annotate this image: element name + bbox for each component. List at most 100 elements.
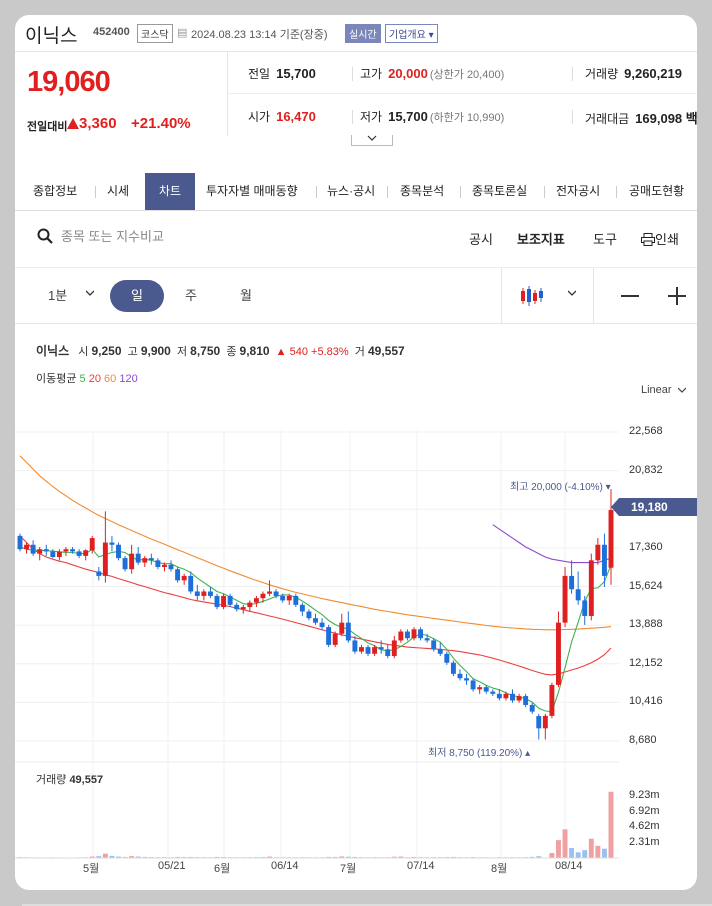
- zoom-out-icon[interactable]: [621, 295, 639, 297]
- chevron-down-icon[interactable]: [568, 289, 576, 297]
- ma60-line: [19, 455, 612, 631]
- candle-body: [240, 607, 246, 610]
- candle-body: [102, 542, 108, 576]
- ma-120: 120: [119, 373, 138, 385]
- candle-body: [194, 591, 200, 596]
- volume-bar: [601, 848, 607, 858]
- stat-label: 전일: [248, 67, 271, 81]
- y-tick-label: 12,152: [629, 656, 663, 669]
- chevron-down-icon[interactable]: [86, 289, 94, 297]
- datetime: 2024.08.23 13:14 기준(장중): [191, 29, 328, 41]
- ma-20: 20: [88, 373, 101, 385]
- realtime-badge[interactable]: 실시간: [345, 24, 381, 43]
- tab-analysis[interactable]: 종목분석: [400, 184, 445, 198]
- candle-body: [345, 622, 351, 641]
- market-badge: 코스닥: [137, 24, 173, 43]
- volume-bar: [135, 856, 141, 858]
- candle-body: [542, 715, 548, 729]
- candle-body: [201, 591, 207, 596]
- candle-body: [575, 589, 581, 601]
- candle-body: [89, 538, 95, 551]
- y-tick-label: 22,568: [629, 425, 663, 437]
- zoom-in-icon-vertical[interactable]: [676, 287, 678, 305]
- y-tick-label: 8,680: [629, 734, 657, 746]
- scale-selector[interactable]: Linear: [641, 384, 687, 396]
- tab-quotes[interactable]: 시세: [107, 184, 130, 198]
- stat-open: 시가 16,470: [248, 108, 316, 125]
- candle-body: [319, 622, 325, 628]
- candle-body: [470, 680, 476, 690]
- candle-chart-icon[interactable]: [520, 284, 546, 308]
- candle-body: [129, 553, 135, 570]
- candle-body: [24, 544, 30, 550]
- stat-value: 15,700: [276, 66, 316, 81]
- y-tick-label: 10,416: [629, 695, 663, 708]
- search-icon[interactable]: [37, 228, 53, 244]
- legend-open-label: 시: [78, 346, 89, 358]
- candle-body: [299, 604, 305, 612]
- volume-tick-label: 6.92m: [629, 804, 660, 817]
- tab-short-selling[interactable]: 공매도현황: [629, 184, 685, 198]
- candle-body: [450, 662, 456, 674]
- draw-tools-button[interactable]: 도구: [593, 232, 617, 247]
- candle-body: [588, 560, 594, 616]
- legend-close: 9,810: [239, 344, 270, 358]
- price-diff: 3,360: [67, 115, 117, 132]
- tab-overview[interactable]: 종합정보: [33, 184, 78, 198]
- diff-label: 전일대비: [27, 121, 68, 133]
- nav-tabs: 종합정보 시세 차트 투자자별 매매동향 뉴스·공시 종목분석 종목토론실 전자…: [15, 173, 697, 211]
- notice-button[interactable]: 공시: [469, 232, 493, 247]
- candle-body: [142, 558, 148, 563]
- indicator-button[interactable]: 보조지표: [517, 232, 565, 247]
- candle-body: [339, 622, 345, 634]
- candle-body: [582, 600, 588, 616]
- divider: [544, 186, 545, 198]
- candle-body: [188, 575, 194, 592]
- period-minute[interactable]: 1분: [48, 288, 68, 303]
- candle-body: [267, 591, 272, 594]
- price-chart[interactable]: [15, 15, 697, 890]
- period-month[interactable]: 월: [240, 288, 252, 303]
- print-button[interactable]: 인쇄: [641, 229, 679, 248]
- volume-bar: [450, 856, 456, 858]
- tab-news[interactable]: 뉴스·공시: [327, 184, 376, 198]
- stat-label: 거래량: [585, 67, 619, 81]
- volume-bar: [569, 847, 575, 858]
- x-tick-label: 8월: [491, 863, 508, 875]
- volume-bar: [549, 852, 555, 858]
- ma5-line: [19, 546, 612, 713]
- expand-button[interactable]: [351, 135, 393, 146]
- up-triangle-icon: ▲: [275, 346, 287, 358]
- candle-body: [30, 544, 36, 554]
- candle-body: [503, 693, 509, 699]
- candle-body: [313, 618, 318, 623]
- stat-label: 시가: [248, 110, 271, 124]
- tab-chart[interactable]: 차트: [145, 173, 195, 210]
- price-summary: 19,060 전일대비 3,360 +21.40%: [15, 52, 228, 136]
- period-day[interactable]: 일: [110, 280, 164, 312]
- candle-body: [247, 602, 253, 608]
- company-overview-button[interactable]: 기업개요 ▾: [385, 24, 438, 43]
- tab-investors[interactable]: 투자자별 매매동향: [206, 184, 298, 198]
- scale-type: Linear: [641, 384, 672, 396]
- min-price-label: 최저 8,750 (119.20%) ▴: [428, 748, 531, 759]
- candle-body: [437, 649, 443, 654]
- stat-sub: (하한가 10,990): [429, 112, 505, 124]
- divider: [387, 186, 388, 198]
- volume-bar: [122, 856, 128, 858]
- search-input[interactable]: [59, 228, 263, 245]
- candle-body: [135, 553, 141, 563]
- legend-vol-label: 거: [354, 346, 365, 358]
- stat-volume: 거래량 9,260,219: [585, 65, 682, 82]
- stat-high: 고가 20,000 (상한가 20,400): [360, 65, 504, 82]
- period-week[interactable]: 주: [185, 288, 197, 303]
- candle-body: [431, 640, 437, 650]
- candle-body: [569, 575, 575, 590]
- volume-bar: [339, 856, 345, 858]
- ma-60: 60: [104, 373, 117, 385]
- ma-label: 이동평균: [36, 373, 77, 385]
- tab-disclosure[interactable]: 전자공시: [556, 184, 601, 198]
- divider: [95, 186, 96, 198]
- legend-high-label: 고: [127, 346, 138, 358]
- tab-forum[interactable]: 종목토론실: [472, 184, 528, 198]
